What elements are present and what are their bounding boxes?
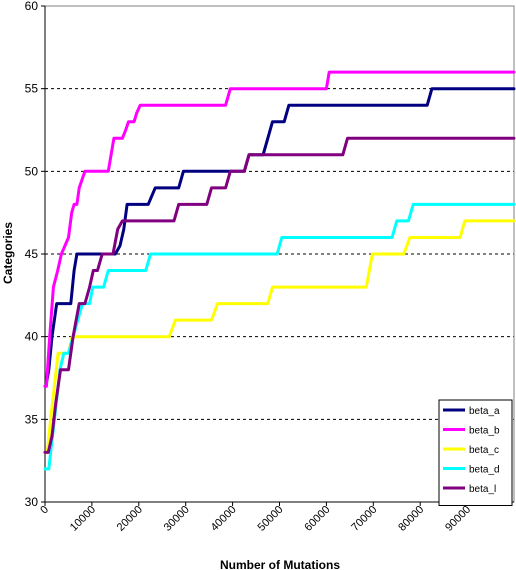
x-tick-label: 20000 [115,504,145,534]
x-tick-label: 10000 [68,504,98,534]
x-tick-label: 30000 [162,504,192,534]
series-line-beta-a [43,87,516,388]
legend-label: beta_a [469,406,500,417]
x-tick-label: 60000 [302,504,332,534]
legend-label: beta_l [469,484,496,495]
x-axis-ticks: 0 10000 20000 30000 40000 50000 60000 70000 8000… [38,502,473,534]
y-tick-label: 60 [25,0,39,13]
legend-label: beta_c [469,445,499,456]
legend-label: beta_b [469,426,500,437]
series-line-beta-b [43,70,516,388]
y-axis-title: Categories [1,222,15,284]
y-tick-label: 45 [25,247,39,261]
x-axis-title: Number of Mutations [220,558,340,570]
x-tick-label: 80000 [396,504,426,534]
legend-label: beta_d [469,465,500,476]
series-line-beta-c [43,219,516,454]
x-tick-label: 40000 [209,504,239,534]
y-tick-label: 55 [25,82,39,96]
x-tick-label: 90000 [443,504,473,534]
legend: beta_a beta_b beta_c beta_d beta_l [438,399,513,506]
x-tick-label: 50000 [256,504,286,534]
series-lines [43,70,516,471]
y-axis-ticks: 30 35 40 45 50 55 60 [25,0,45,509]
y-tick-label: 50 [25,164,39,178]
x-tick-label: 70000 [349,504,379,534]
y-tick-label: 35 [25,412,39,426]
y-tick-label: 30 [25,495,39,509]
series-line-beta-l [43,136,516,454]
y-tick-label: 40 [25,330,39,344]
